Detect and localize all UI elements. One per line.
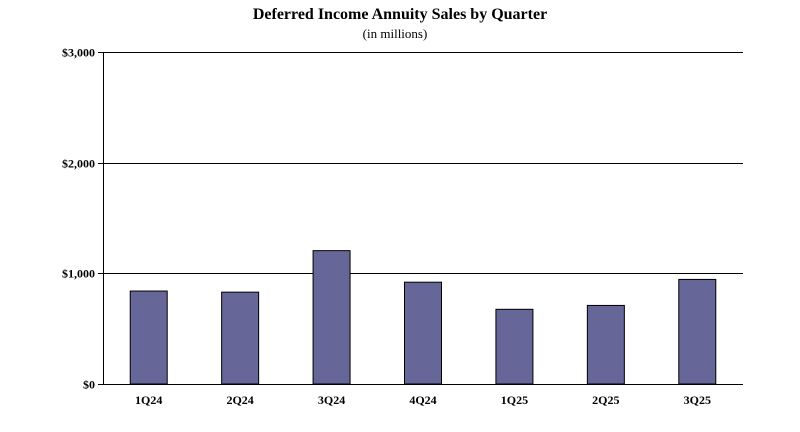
chart-title: Deferred Income Annuity Sales by Quarter [252,6,548,23]
y-tick-label: $2,000 [62,157,95,171]
chart-subtitle: (in millions) [362,26,428,41]
y-tick-label: $0 [83,378,95,392]
gridlines [98,52,743,385]
bar [404,281,442,385]
bar [312,250,351,385]
bar [221,291,260,385]
y-tick-label: $3,000 [62,46,95,60]
y-tick-labels: $0 $1,000 $2,000 $3,000 [62,46,95,392]
x-tick-label: 3Q25 [684,393,711,407]
bar [495,308,534,385]
bar [129,290,168,385]
axes [103,52,743,385]
x-tick-label: 4Q24 [409,393,436,407]
bar [678,278,717,385]
bars [129,250,717,385]
x-tick-labels: 1Q24 2Q24 3Q24 4Q24 1Q25 2Q25 3Q25 [135,393,711,407]
y-tick-label: $1,000 [62,267,95,281]
x-tick-label: 2Q25 [592,393,619,407]
x-tick-label: 2Q24 [226,393,253,407]
x-tick-label: 1Q25 [501,393,528,407]
bar [586,304,625,385]
x-tick-label: 1Q24 [135,393,162,407]
x-tick-label: 3Q24 [318,393,345,407]
